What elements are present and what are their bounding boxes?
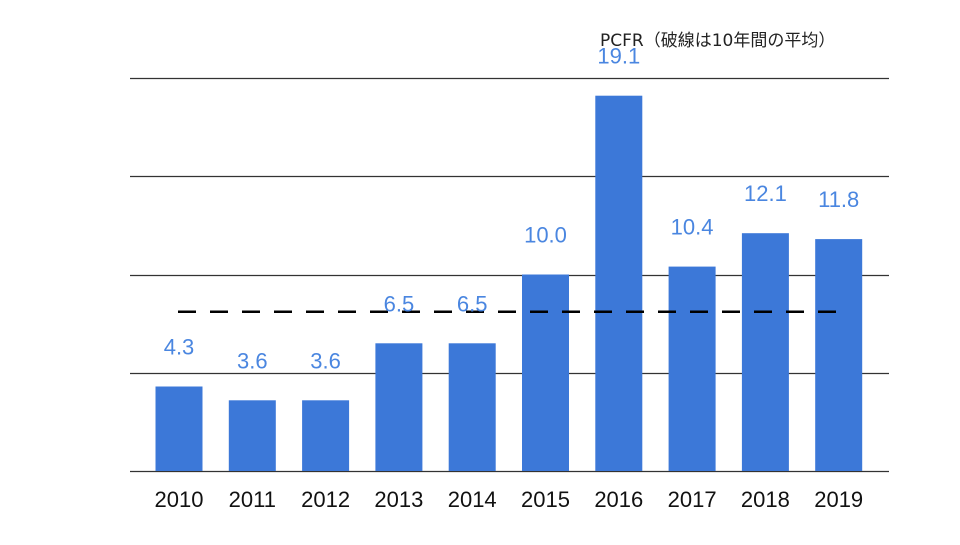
- chart-title: PCFR（破線は10年間の平均）: [600, 31, 836, 51]
- x-tick-label-2019: 2019: [814, 487, 863, 512]
- bar-2015: [522, 274, 569, 471]
- bar-2013: [375, 343, 423, 471]
- bar-2016: [595, 95, 643, 471]
- x-tick-label-2015: 2015: [521, 487, 570, 512]
- bar-2012: [302, 400, 350, 471]
- x-tick-label-2011: 2011: [229, 487, 276, 512]
- x-tick-label-2014: 2014: [448, 487, 497, 512]
- x-tick-label-2018: 2018: [741, 487, 790, 512]
- bar-2014: [448, 343, 496, 471]
- bar-2019: [815, 239, 863, 471]
- bar-2018: [741, 233, 789, 471]
- x-tick-label-2013: 2013: [374, 487, 423, 512]
- data-label-2015: 10.0: [524, 223, 567, 248]
- data-label-2013: 6.5: [384, 291, 415, 316]
- data-label-2014: 6.5: [457, 291, 488, 316]
- data-label-2011: 3.6: [237, 348, 268, 373]
- data-label-2018: 12.1: [744, 181, 787, 206]
- data-label-2019: 11.8: [818, 187, 859, 212]
- bar-2011: [228, 400, 276, 471]
- x-tick-label-2016: 2016: [594, 487, 643, 512]
- x-tick-label-2010: 2010: [155, 487, 204, 512]
- x-tick-label-2012: 2012: [301, 487, 350, 512]
- data-label-2016: 19.1: [597, 44, 640, 69]
- data-label-2010: 4.3: [164, 335, 195, 360]
- bar-2010: [155, 386, 203, 471]
- data-label-2017: 10.4: [671, 215, 714, 240]
- x-tick-label-2017: 2017: [668, 487, 717, 512]
- data-label-2012: 3.6: [310, 348, 341, 373]
- bar-2017: [668, 266, 716, 471]
